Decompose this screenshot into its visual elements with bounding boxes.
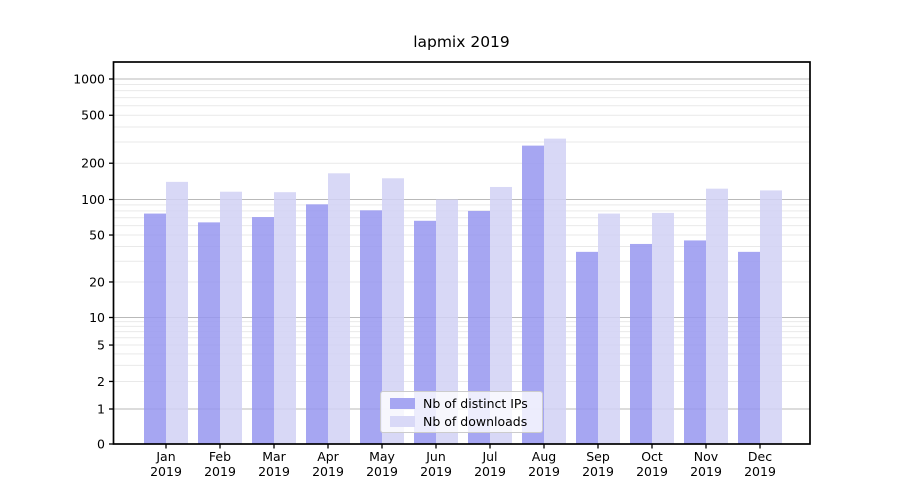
legend-swatch-downloads-icon — [390, 415, 415, 427]
y-tick-label: 5 — [97, 337, 105, 352]
y-tick-label: 10 — [89, 310, 105, 325]
y-tick-label: 1000 — [73, 71, 105, 86]
bar-downloads-sep — [598, 213, 620, 444]
bar-distinct-ips-nov — [684, 240, 706, 444]
x-tick-label-year: 2019 — [636, 464, 668, 479]
bar-downloads-mar — [274, 192, 296, 444]
x-tick-label-month: Jun — [425, 449, 446, 464]
x-tick-label-year: 2019 — [744, 464, 776, 479]
bar-distinct-ips-oct — [630, 243, 652, 444]
x-tick-label-month: Aug — [532, 449, 556, 464]
axes-spines — [112, 61, 811, 445]
bar-distinct-ips-dec — [738, 251, 760, 444]
x-tick-label-year: 2019 — [582, 464, 614, 479]
legend-label-distinct-ips: Nb of distinct IPs — [423, 395, 528, 411]
x-tick-label-year: 2019 — [312, 464, 344, 479]
legend-row-downloads: Nb of downloads — [381, 414, 542, 429]
legend: Nb of distinct IPs Nb of downloads — [380, 391, 543, 433]
x-tick-label-month: Jul — [481, 449, 497, 464]
bar-distinct-ips-jul — [468, 210, 490, 444]
x-tick-label-month: Jan — [155, 449, 175, 464]
bar-downloads-aug — [544, 138, 566, 444]
bar-distinct-ips-jun — [414, 220, 436, 444]
bar-distinct-ips-mar — [252, 217, 274, 444]
bar-distinct-ips-may — [360, 210, 382, 444]
bar-distinct-ips-jan — [144, 213, 166, 444]
x-tick-label-year: 2019 — [204, 464, 236, 479]
x-tick-label-month: Sep — [586, 449, 610, 464]
y-tick-label: 1 — [97, 401, 105, 416]
x-tick-label-year: 2019 — [690, 464, 722, 479]
x-tick-label-month: May — [369, 449, 395, 464]
x-tick-label-month: Feb — [209, 449, 231, 464]
y-tick-label: 200 — [81, 156, 105, 171]
y-tick-label: 500 — [81, 108, 105, 123]
y-tick-label: 100 — [81, 192, 105, 207]
x-tick-label-year: 2019 — [258, 464, 290, 479]
bar-downloads-jan — [166, 181, 188, 444]
x-tick-label-year: 2019 — [528, 464, 560, 479]
x-tick-label-month: Dec — [748, 449, 772, 464]
bar-downloads-jul — [490, 186, 512, 445]
y-tick-label: 0 — [97, 436, 105, 451]
chart-title: lapmix 2019 — [413, 33, 510, 51]
bar-downloads-oct — [652, 212, 674, 444]
x-tick-label-year: 2019 — [420, 464, 452, 479]
bar-downloads-apr — [328, 173, 350, 444]
bar-downloads-may — [382, 178, 404, 444]
bar-downloads-jun — [436, 199, 458, 444]
legend-swatch-distinct-ips-icon — [390, 397, 415, 409]
x-tick-label-month: Oct — [641, 449, 663, 464]
x-tick-label-year: 2019 — [150, 464, 182, 479]
bar-distinct-ips-aug — [522, 145, 544, 444]
legend-label-downloads: Nb of downloads — [423, 413, 528, 429]
x-tick-label-month: Nov — [694, 449, 719, 464]
bar-distinct-ips-feb — [198, 222, 220, 444]
y-tick-label: 2 — [97, 374, 105, 389]
x-tick-label-year: 2019 — [474, 464, 506, 479]
y-tick-label: 20 — [89, 274, 105, 289]
bar-distinct-ips-sep — [576, 251, 598, 444]
bar-downloads-feb — [220, 191, 242, 444]
x-tick-label-month: Apr — [317, 449, 339, 464]
legend-row-distinct-ips: Nb of distinct IPs — [381, 396, 542, 411]
y-tick-label: 50 — [89, 227, 105, 242]
bar-downloads-nov — [706, 188, 728, 444]
x-tick-label-year: 2019 — [366, 464, 398, 479]
bar-downloads-dec — [760, 190, 782, 444]
x-tick-label-month: Mar — [262, 449, 286, 464]
bar-distinct-ips-apr — [306, 204, 328, 444]
